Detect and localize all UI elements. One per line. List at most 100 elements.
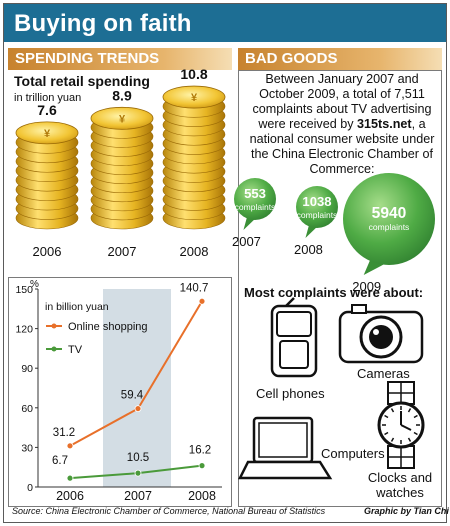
credit-note: Graphic by Tian Chi xyxy=(364,506,449,516)
bad-goods-panel xyxy=(238,70,442,507)
camera-icon xyxy=(338,304,424,364)
data-point xyxy=(66,474,74,482)
camera-flash xyxy=(351,304,367,314)
bubble-circle xyxy=(296,186,338,228)
x-tick-label: 2006 xyxy=(56,489,84,503)
product-icons: Cell phones Cameras Computers Clocks andwat… xyxy=(237,297,432,500)
bubble-label: complaints xyxy=(297,210,338,220)
site-link-text: 315ts.net xyxy=(357,117,412,131)
label-computers: Computers xyxy=(321,446,385,461)
line-chart-panel xyxy=(8,277,232,507)
laptop-base xyxy=(237,460,333,480)
yuan-symbol: ¥ xyxy=(191,92,198,104)
watch-hand xyxy=(400,424,412,431)
highlight-band-2007 xyxy=(103,289,171,487)
legend-marker xyxy=(51,346,57,352)
y-tick-label: 120 xyxy=(15,324,33,336)
label-clocks-line1: Clocks and xyxy=(368,470,432,485)
watch-tick xyxy=(384,431,389,436)
bubble-label: complaints xyxy=(235,202,276,212)
x-tick-label: 2008 xyxy=(188,489,216,503)
coin-year-label: 2007 xyxy=(108,244,137,259)
data-point xyxy=(198,462,206,470)
label-cell-phones: Cell phones xyxy=(256,386,325,401)
title-bar: Buying on faith xyxy=(4,4,446,42)
watch-tick xyxy=(407,437,412,442)
complaint-bubbles: 553complaints20071038complaints20085940c… xyxy=(232,173,435,294)
coin-stack-2006: ¥7.6 2006 xyxy=(15,102,79,259)
y-tick-label: 30 xyxy=(21,442,33,454)
y-axis-title: % xyxy=(30,279,39,290)
legend-marker xyxy=(51,323,57,329)
data-label: 59.4 xyxy=(121,390,144,402)
coin-value-label: 10.8 xyxy=(180,66,207,82)
paragraph-text-end: , a national consumer website under the … xyxy=(249,117,435,176)
phone-keypad xyxy=(279,340,309,369)
phone-screen xyxy=(276,311,312,337)
data-label: 16.2 xyxy=(189,445,211,457)
data-point xyxy=(134,405,142,412)
data-label: 31.2 xyxy=(53,427,75,439)
page-title: Buying on faith xyxy=(14,10,192,37)
y-tick-label: 0 xyxy=(27,482,33,494)
bubble-circle xyxy=(343,173,435,265)
bubble-value: 1038 xyxy=(302,194,331,209)
coin-year-label: 2006 xyxy=(33,244,62,259)
coin-top xyxy=(162,85,226,109)
label-clocks-line2: watches xyxy=(375,485,424,500)
label-cameras: Cameras xyxy=(357,366,410,381)
coin-value-label: 7.6 xyxy=(37,102,57,118)
phone-antenna xyxy=(285,297,295,307)
x-tick-label: 2007 xyxy=(124,489,152,503)
watch-tick xyxy=(413,414,418,419)
coin-top xyxy=(15,121,79,145)
y-tick-label: 150 xyxy=(15,284,33,296)
laptop-icon xyxy=(237,416,333,480)
y-tick-label: 90 xyxy=(21,363,33,375)
watch-tick xyxy=(384,414,389,419)
laptop-display xyxy=(258,422,308,458)
coin-year-label: 2008 xyxy=(180,244,209,259)
lens-glint xyxy=(373,329,379,335)
watch-icon xyxy=(377,381,425,469)
line-chart: % 0 30 60 90 120 150 2006 2007 2008 in billion yua… xyxy=(15,279,222,503)
camera-lens-inner xyxy=(369,325,393,349)
watch-tick xyxy=(413,431,418,436)
data-point xyxy=(66,442,74,450)
legend-label: Online shopping xyxy=(68,321,148,333)
watch-tick xyxy=(390,437,395,442)
yuan-symbol: ¥ xyxy=(119,113,126,125)
paragraph-text: Between January 2007 and October 2009, a… xyxy=(252,72,432,131)
watch-tick xyxy=(390,408,395,413)
coin-stack-2008: ¥10.8 2008 xyxy=(162,66,226,259)
coin-stack-2007: ¥8.9 2007 xyxy=(90,87,154,259)
legend-label: TV xyxy=(68,344,83,356)
data-point xyxy=(198,297,206,305)
yuan-symbol: ¥ xyxy=(44,128,51,140)
data-point xyxy=(134,469,142,477)
data-label: 6.7 xyxy=(52,455,68,467)
bubble-value: 553 xyxy=(244,186,266,201)
data-label: 10.5 xyxy=(127,452,149,464)
bubble-value: 5940 xyxy=(372,205,407,222)
coin-top xyxy=(90,106,154,130)
bubble-circle xyxy=(234,178,276,220)
unit-note: in billion yuan xyxy=(45,301,109,313)
source-note: Source: China Electronic Chamber of Comm… xyxy=(12,506,326,516)
coin-stack-chart: ¥7.6 2006 ¥8.9 2007 ¥10.8 2008 xyxy=(15,66,226,259)
bad-goods-paragraph: Between January 2007 and October 2009, a… xyxy=(244,72,440,177)
bubble-year: 2009 xyxy=(352,279,381,294)
section-bad-goods: BAD GOODS xyxy=(238,48,442,70)
section-spending-trends: SPENDING TRENDS xyxy=(8,48,232,70)
bubble-label: complaints xyxy=(369,222,410,232)
retail-title: Total retail spending xyxy=(14,73,150,89)
bubble-year: 2007 xyxy=(232,234,261,249)
coin-value-label: 8.9 xyxy=(112,87,132,103)
watch-tick xyxy=(407,408,412,413)
bubble-year: 2008 xyxy=(294,242,323,257)
cell-phone-icon xyxy=(270,297,318,378)
